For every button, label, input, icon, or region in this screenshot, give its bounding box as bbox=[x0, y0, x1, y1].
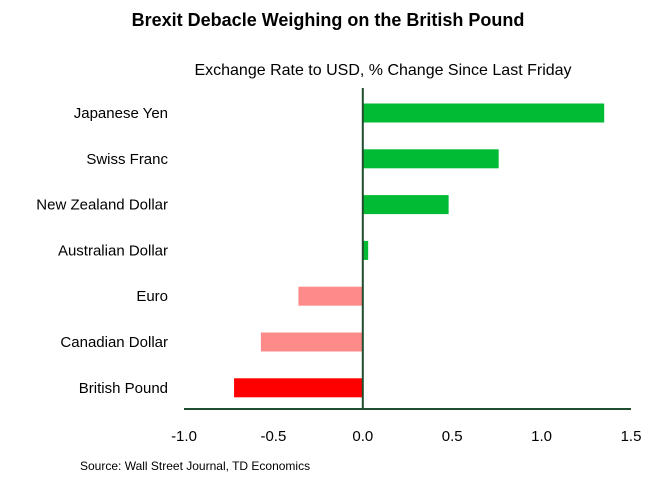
axes-group bbox=[184, 88, 631, 410]
x-tick-label: 0.0 bbox=[352, 428, 373, 445]
x-tick-label: 1.5 bbox=[621, 428, 642, 445]
category-labels: Japanese Yen Swiss Franc New Zealand Dolla… bbox=[36, 105, 168, 397]
category-label-australian-dollar: Australian Dollar bbox=[58, 242, 168, 259]
tick-labels: -1.0 -0.5 0.0 0.5 1.0 1.5 bbox=[171, 428, 641, 445]
category-label-japanese-yen: Japanese Yen bbox=[74, 105, 168, 122]
bar-british-pound bbox=[234, 378, 363, 398]
category-label-canadian-dollar: Canadian Dollar bbox=[60, 334, 168, 351]
source-note: Source: Wall Street Journal, TD Economic… bbox=[80, 459, 310, 473]
chart-subtitle: Exchange Rate to USD, % Change Since Las… bbox=[194, 62, 571, 79]
bar-euro bbox=[298, 286, 363, 306]
x-tick-label: -0.5 bbox=[260, 428, 286, 445]
x-tick-label: 1.0 bbox=[531, 428, 552, 445]
x-tick-label: 0.5 bbox=[442, 428, 463, 445]
category-label-british-pound: British Pound bbox=[79, 380, 168, 397]
bar-australian-dollar bbox=[362, 240, 369, 260]
bar-japanese-yen bbox=[362, 103, 605, 123]
category-label-euro: Euro bbox=[136, 288, 168, 305]
x-tick-label: -1.0 bbox=[171, 428, 197, 445]
bar-new-zealand-dollar bbox=[362, 195, 449, 215]
bars-group bbox=[234, 103, 605, 398]
bar-canadian-dollar bbox=[260, 332, 363, 352]
category-label-new-zealand-dollar: New Zealand Dollar bbox=[36, 197, 168, 214]
category-label-swiss-franc: Swiss Franc bbox=[86, 151, 168, 168]
chart-title: Brexit Debacle Weighing on the British P… bbox=[132, 10, 525, 30]
bar-swiss-franc bbox=[362, 149, 499, 169]
